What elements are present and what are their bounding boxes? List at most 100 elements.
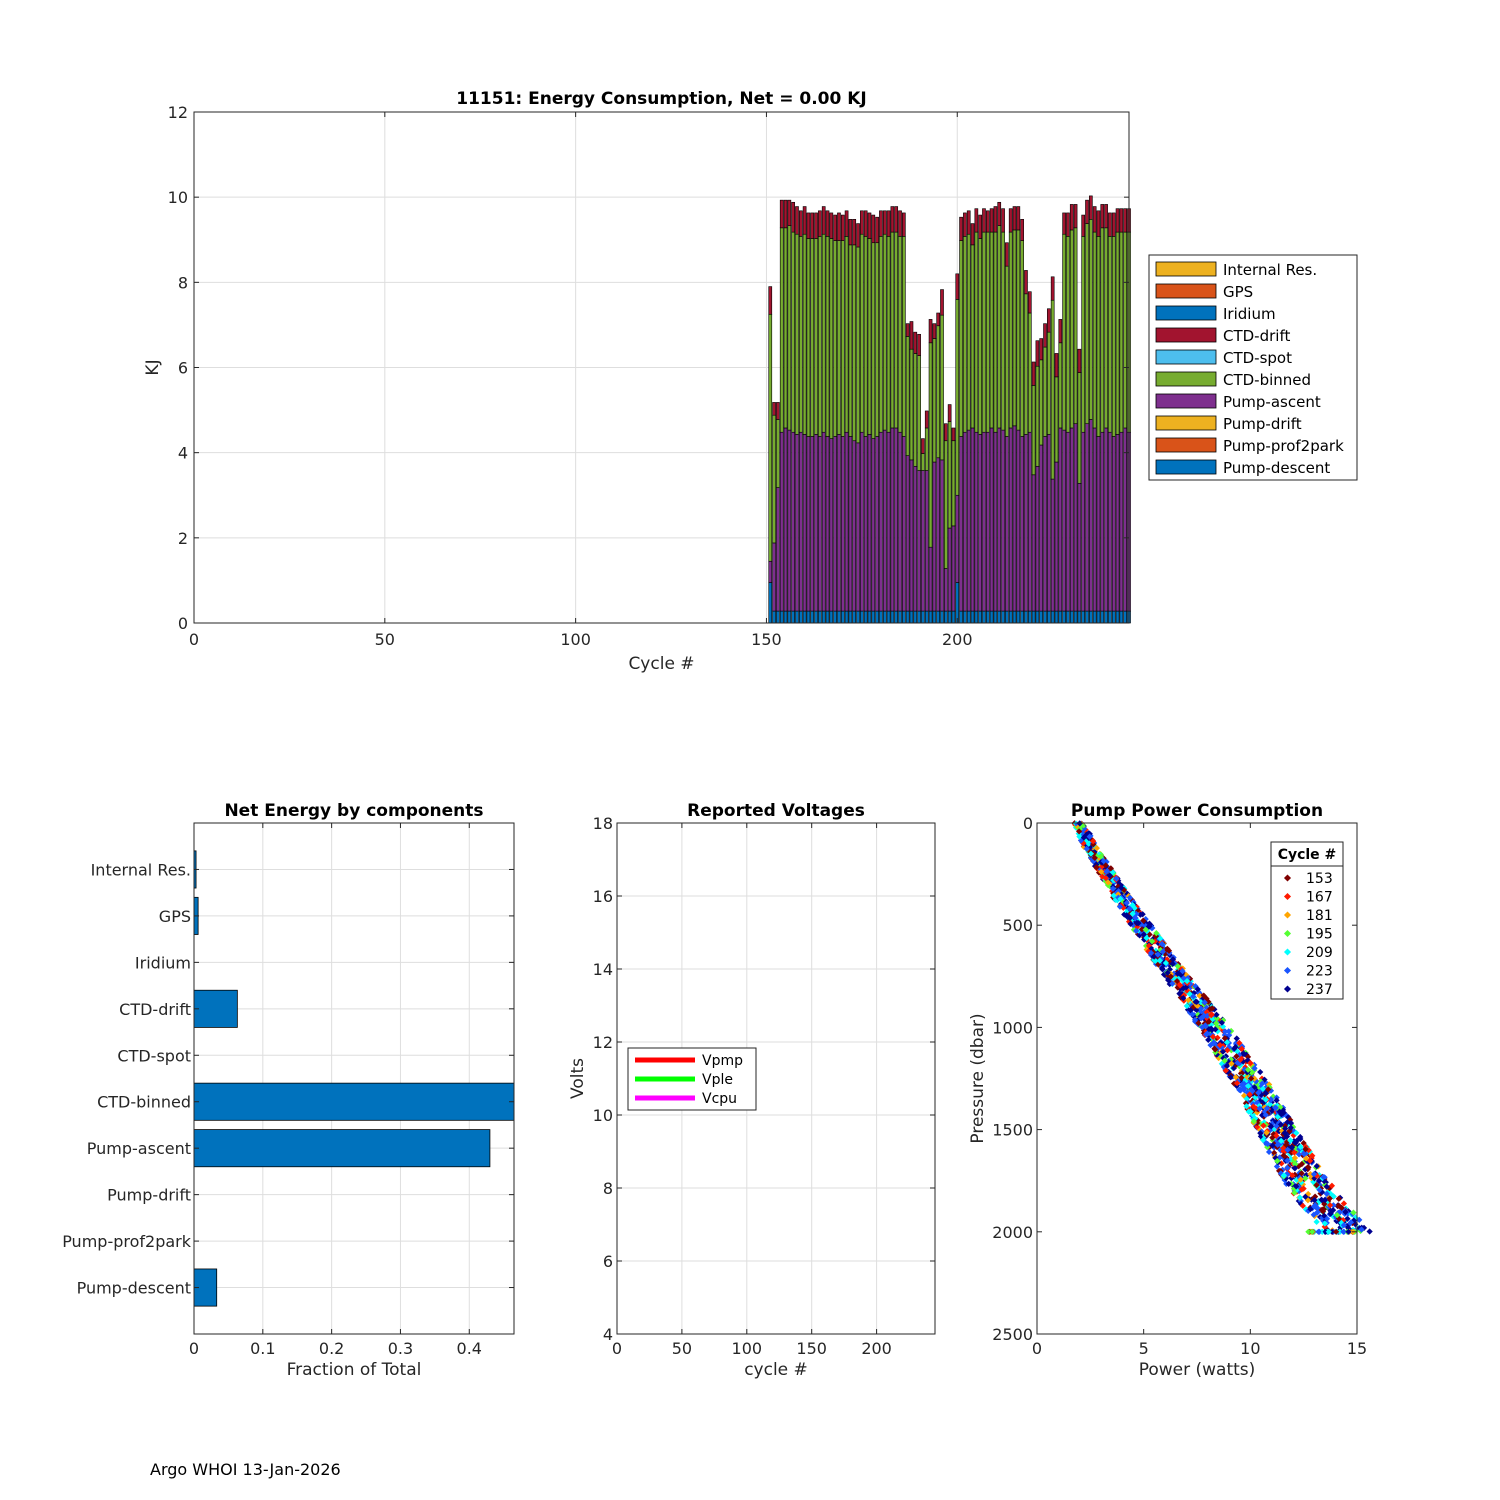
energy-bar-segment — [905, 336, 910, 456]
pump-point — [1265, 1086, 1272, 1093]
energy-bar-segment — [1077, 372, 1082, 484]
energy-bar-segment — [1104, 204, 1108, 229]
pump-point — [1237, 1056, 1244, 1063]
energy-bar-segment — [1035, 610, 1040, 624]
energy-bar-segment — [1115, 434, 1120, 612]
energy-bar-segment — [909, 321, 914, 350]
netenergy-xtick-label: 0.4 — [457, 1339, 482, 1358]
energy-bar-segment — [1111, 212, 1116, 237]
energy-bar-segment — [810, 610, 815, 624]
pump-point — [1358, 1226, 1365, 1233]
energy-bar-segment — [818, 236, 822, 437]
pump-point — [1194, 1002, 1201, 1009]
energy-bar-segment — [856, 442, 860, 612]
energy-bar-segment — [1016, 229, 1021, 431]
energy-bar-segment — [798, 236, 803, 433]
energy-bar-segment — [768, 560, 773, 583]
energy-bar-segment — [882, 429, 887, 612]
pump-point — [1090, 838, 1097, 845]
pump-ylabel: Pressure (dbar) — [968, 1013, 988, 1143]
energy-bar-segment — [1085, 223, 1089, 425]
pump-point — [1221, 1035, 1228, 1042]
pump-point — [1127, 920, 1134, 928]
energy-bar-segment — [779, 610, 784, 624]
pump-point — [1174, 963, 1181, 970]
energy-bar-segment — [966, 429, 971, 612]
pump-point — [1366, 1228, 1373, 1235]
pump-point — [1326, 1195, 1333, 1202]
energy-bar-segment — [1058, 427, 1063, 612]
energy-bar-segment — [1096, 236, 1101, 437]
pump-point — [1316, 1186, 1323, 1193]
energy-bar-segment — [1069, 229, 1074, 429]
energy-bar-segment — [1089, 610, 1093, 624]
energy-bar-segment — [776, 402, 780, 420]
pump-point — [1259, 1136, 1267, 1144]
pump-point — [1102, 862, 1109, 869]
pump-point — [1247, 1075, 1255, 1082]
energy-bar-segment — [928, 319, 933, 344]
energy-bar-segment — [917, 355, 921, 471]
energy-bar-segment — [886, 431, 891, 612]
energy-bar-segment — [943, 568, 948, 612]
pump-point — [1153, 929, 1160, 937]
energy-legend-swatch — [1155, 371, 1217, 387]
pump-point — [1154, 951, 1162, 958]
pump-point — [1103, 868, 1110, 875]
energy-bar-segment — [913, 610, 918, 624]
pump-xtick-label: 10 — [1240, 1339, 1260, 1358]
energy-bar-segment — [814, 212, 818, 239]
voltages-ytick-label: 14 — [593, 960, 613, 979]
energy-legend-swatch — [1155, 305, 1217, 321]
energy-bar-segment — [1020, 436, 1024, 612]
pump-point — [1323, 1215, 1331, 1222]
energy-bar-segment — [882, 210, 887, 235]
energy-bar-segment — [1104, 227, 1108, 429]
energy-bar-segment — [966, 610, 971, 624]
pump-point — [1087, 850, 1095, 857]
energy-bar-segment — [1012, 206, 1017, 231]
energy-ytick-label: 10 — [168, 188, 188, 207]
energy-bar-segment — [795, 434, 799, 612]
pump-point — [1265, 1148, 1273, 1156]
energy-bar-segment — [844, 610, 849, 624]
energy-bar-segment — [779, 199, 784, 229]
pump-point — [1310, 1171, 1318, 1178]
energy-bar-segment — [1035, 465, 1040, 612]
pump-point — [1335, 1195, 1342, 1202]
energy-bar-segment — [840, 436, 845, 612]
pump-legend-label: 167 — [1306, 890, 1333, 906]
energy-bar-segment — [959, 436, 963, 612]
energy-bar-segment — [825, 436, 830, 612]
pump-point — [1243, 1103, 1250, 1110]
pump-point — [1165, 947, 1173, 954]
energy-bar-segment — [1008, 231, 1013, 429]
energy-bar-segment — [943, 440, 948, 569]
pump-point — [1237, 1087, 1244, 1094]
energy-bar-segment — [806, 212, 811, 239]
energy-bar-segment — [921, 610, 925, 624]
energy-bar-segment — [860, 210, 864, 235]
energy-bar-segment — [848, 436, 853, 612]
pump-point — [1285, 1180, 1292, 1187]
pump-point — [1287, 1124, 1294, 1131]
pump-point — [1247, 1059, 1254, 1067]
pump-point — [1291, 1165, 1299, 1172]
pump-point — [1123, 912, 1130, 919]
energy-bar-segment — [1115, 610, 1120, 624]
pump-point — [1284, 1157, 1291, 1164]
pump-point — [1273, 1122, 1280, 1130]
energy-bar-segment — [1062, 233, 1066, 431]
energy-bar-segment — [955, 494, 960, 583]
energy-bar-segment — [913, 331, 918, 354]
pump-point — [1328, 1228, 1336, 1235]
pump-point — [1323, 1190, 1331, 1197]
pump-point — [1167, 973, 1174, 980]
pump-point — [1142, 926, 1149, 933]
energy-bar-segment — [905, 323, 910, 337]
energy-legend-swatch — [1155, 393, 1217, 409]
energy-bar-segment — [802, 206, 807, 235]
netenergy-xtick-label: 0.1 — [250, 1339, 275, 1358]
energy-bar-segment — [825, 610, 830, 624]
netenergy-bar — [193, 989, 238, 1028]
